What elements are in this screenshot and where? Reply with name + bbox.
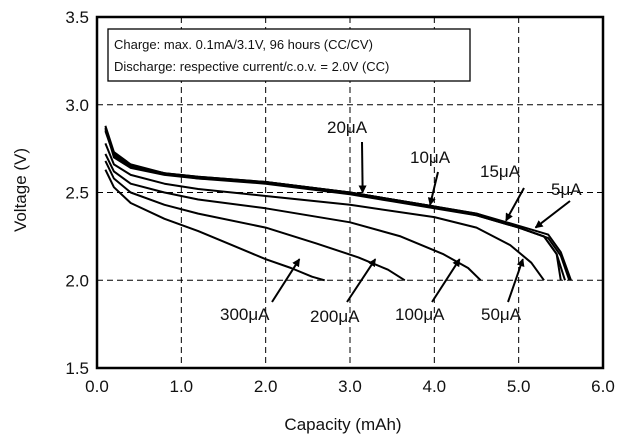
- series-line-2: [104, 128, 571, 281]
- plot-frame: [95, 15, 605, 370]
- callout-label: 5μA: [551, 180, 582, 199]
- callout-label: 10μA: [410, 148, 451, 167]
- grid: [97, 17, 603, 368]
- x-tick-label: 1.0: [170, 377, 194, 396]
- annotation-box-frame: [107, 28, 471, 82]
- x-tick-label: 0.0: [85, 377, 109, 396]
- y-tick-label: 2.5: [65, 184, 89, 203]
- x-tick-label: 6.0: [591, 377, 615, 396]
- callout-arrow: [271, 258, 301, 303]
- tick-labels: 0.0 1.0 2.0 3.0 4.0 5.0 6.0 1.5 2.0 2.5 3.0 3.5: [65, 8, 614, 396]
- callout-label: 100μA: [395, 305, 445, 324]
- y-axis-label: Voltage (V): [11, 148, 30, 232]
- y-tick-label: 3.5: [65, 8, 89, 27]
- y-tick-label: 1.5: [65, 359, 89, 378]
- annotation-line-charge: Charge: max. 0.1mA/3.1V, 96 hours (CC/CV…: [114, 37, 373, 52]
- callout-arrow: [427, 171, 439, 206]
- x-tick-label: 4.0: [423, 377, 447, 396]
- callout-label: 20μA: [327, 118, 368, 137]
- y-tick-label: 2.0: [65, 271, 89, 290]
- annotation-line-discharge: Discharge: respective current/c.o.v. = 2…: [114, 59, 389, 74]
- callout-group: 20μA 10μA 15μA 5μA 300μA 200μA 100μA 50μA: [220, 118, 582, 326]
- x-tick-label: 3.0: [338, 377, 362, 396]
- callout-arrow: [346, 258, 377, 303]
- callout-label: 15μA: [480, 162, 521, 181]
- series-group: [104, 125, 572, 282]
- callout-arrow: [507, 258, 525, 303]
- callout-label: 300μA: [220, 305, 270, 324]
- series-line-4: [104, 130, 562, 281]
- series-line-7: [104, 160, 406, 282]
- callout-label: 50μA: [481, 305, 522, 324]
- series-line-8: [104, 169, 325, 282]
- callout-label: 200μA: [310, 307, 360, 326]
- series-line-5: [104, 143, 545, 281]
- callout-arrow: [358, 141, 367, 194]
- x-tick-label: 5.0: [507, 377, 531, 396]
- series-line-3: [104, 125, 572, 281]
- callout-arrow: [431, 258, 461, 303]
- x-tick-label: 2.0: [254, 377, 278, 396]
- series-line-6: [104, 153, 482, 282]
- y-tick-label: 3.0: [65, 96, 89, 115]
- x-axis-label: Capacity (mAh): [284, 415, 401, 434]
- callout-arrow: [534, 200, 571, 229]
- callout-arrow: [505, 187, 525, 222]
- annotation-box: Charge: max. 0.1mA/3.1V, 96 hours (CC/CV…: [107, 28, 471, 82]
